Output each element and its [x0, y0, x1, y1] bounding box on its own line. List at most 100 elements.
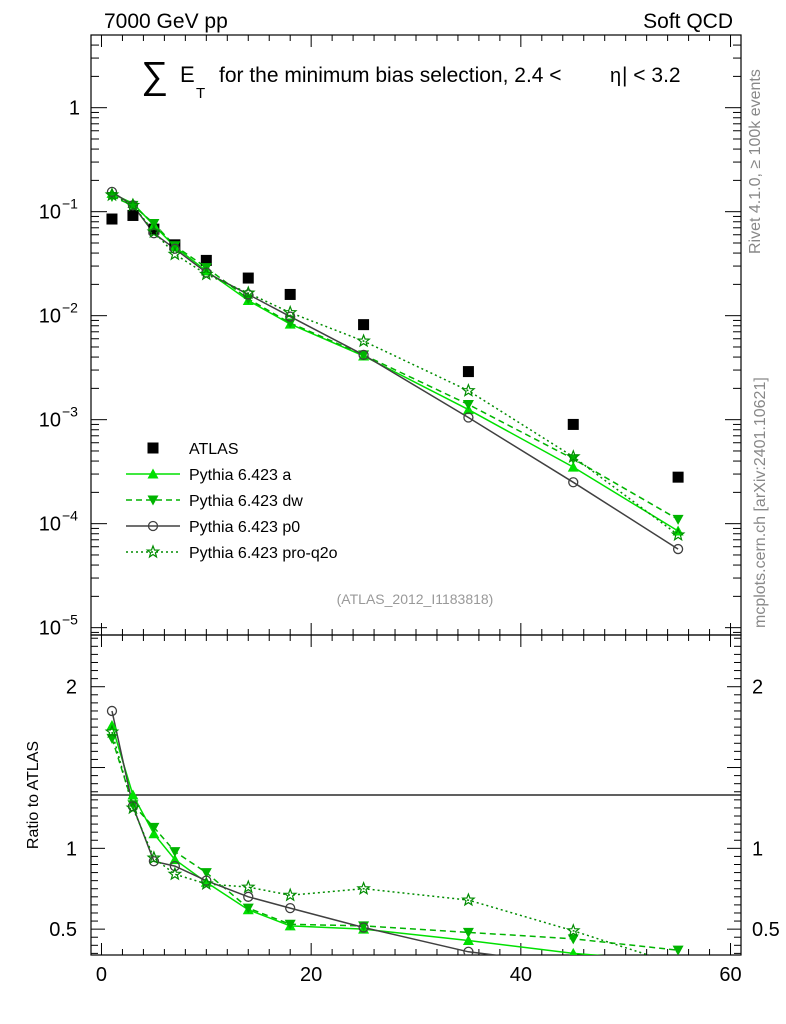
legend: ATLAS Pythia 6.423 a Pythia 6.423 dw Pythia… — [126, 441, 338, 562]
ratio-point-pythia_dw — [242, 903, 254, 914]
ratio-point-pythia_proq2o — [198, 876, 214, 891]
ratio-panel: 0.5 0.5 1 1 2 2 Ratio to ATLAS — [25, 634, 780, 982]
point-pythia_proq2o — [146, 224, 162, 239]
main-panel: 110−110−210−310−410−5 (ATLAS_2012_I11838… — [39, 34, 742, 640]
ratio-point-pythia_p0 — [285, 902, 296, 914]
ratio-point-pythia_proq2o — [282, 887, 298, 902]
point-pythia_p0 — [568, 477, 579, 488]
x-tick-label: 0 — [96, 964, 107, 986]
ratio-point-pythia_dw — [672, 945, 684, 955]
legend-marker-pythia_proq2o — [145, 544, 161, 559]
legend-marker-pythia_a — [147, 468, 159, 479]
ratio-point-pythia_p0 — [674, 973, 683, 982]
point-pythia_p0 — [148, 228, 160, 239]
point-pythia_proq2o — [198, 266, 214, 281]
point-pythia_dw — [462, 399, 474, 410]
ratio-point-pythia_proq2o — [146, 850, 162, 865]
point-pythia_dw — [672, 514, 684, 525]
legend-label-pythia_proq2o: Pythia 6.423 pro-q2o — [189, 545, 338, 562]
ratio-point-pythia_dw — [284, 919, 296, 930]
ratio-mc-curves — [111, 710, 679, 955]
point-pythia_dw — [148, 218, 160, 229]
ratio-y-tick-label: 2 — [66, 677, 77, 699]
x-tick-label: 20 — [300, 964, 322, 986]
main-y-tick-exponent: −4 — [62, 508, 78, 524]
ratio-y-axis-label: Ratio to ATLAS — [25, 741, 42, 849]
point-pythia_proq2o — [670, 527, 686, 542]
point-pythia_proq2o — [282, 304, 298, 319]
ratio-point-pythia_p0 — [201, 875, 212, 886]
main-y-tick-labels: 110−110−210−310−410−5 — [39, 98, 80, 640]
ratio-axis-ticks — [91, 635, 741, 955]
point-pythia_proq2o — [240, 285, 256, 300]
ratio-y-tick-label-right: 2 — [752, 677, 763, 699]
ratio-point-pythia_proq2o — [565, 923, 581, 937]
legend-label-pythia_a: Pythia 6.423 a — [189, 467, 291, 484]
ratio-curve-pythia_proq2o — [111, 731, 651, 955]
title-variable: E — [180, 62, 195, 87]
legend-label-data: ATLAS — [189, 441, 239, 458]
ratio-point-pythia_a — [169, 854, 181, 865]
ratio-point-pythia_proq2o — [125, 800, 141, 815]
point-data — [462, 366, 474, 378]
main-y-tick-label: 10 — [39, 514, 61, 536]
title-subscript: T — [196, 85, 205, 102]
point-pythia_proq2o — [461, 383, 476, 397]
main-y-tick-label: 10 — [39, 618, 61, 640]
ratio-point-pythia_proq2o — [240, 879, 256, 894]
ratio-point-pythia_p0 — [106, 705, 118, 717]
point-pythia_proq2o — [125, 197, 141, 212]
x-tick-label: 60 — [719, 964, 741, 986]
main-y-tick-label: 10 — [39, 306, 61, 328]
point-pythia_dw — [358, 350, 370, 361]
title-eta-symbol: η — [610, 65, 621, 87]
ratio-point-pythia_dw — [567, 934, 579, 945]
ratio-y-tick-labels: 0.5 0.5 1 1 2 2 — [49, 677, 780, 941]
title-sum-symbol: ∑ — [141, 55, 168, 97]
ratio-point-pythia_proq2o — [104, 724, 120, 739]
ratio-point-pythia_dw — [169, 847, 181, 858]
point-pythia_proq2o — [167, 246, 183, 261]
point-data — [567, 418, 579, 430]
ratio-point-pythia_a — [569, 947, 578, 955]
ratio-point-pythia_p0 — [463, 946, 474, 955]
main-y-tick-exponent: −1 — [62, 196, 78, 212]
point-data — [200, 254, 212, 266]
point-pythia_dw — [284, 318, 296, 329]
ratio-y-tick-label: 0.5 — [49, 919, 77, 941]
legend-label-pythia_dw: Pythia 6.423 dw — [189, 493, 303, 510]
point-pythia_p0 — [672, 543, 684, 555]
main-y-tick-exponent: −2 — [62, 300, 78, 316]
ratio-point-pythia_dw — [148, 822, 160, 833]
main-y-tick-exponent: −5 — [62, 612, 78, 628]
point-pythia_p0 — [243, 289, 254, 300]
point-pythia_p0 — [463, 412, 474, 423]
ratio-point-pythia_proq2o — [356, 880, 371, 895]
ratio-point-pythia_proq2o — [167, 866, 183, 881]
plot-title: ∑ E T for the minimum bias selection, 2.… — [141, 55, 681, 102]
ratio-point-pythia_a — [673, 956, 684, 966]
ratio-point-pythia_p0 — [148, 856, 160, 867]
main-markers — [104, 186, 686, 555]
point-data — [106, 213, 118, 225]
mcplots-label: mcplots.cern.ch [arXiv:2401.10621] — [752, 377, 769, 628]
point-pythia_proq2o — [104, 187, 120, 202]
energy-label: 7000 GeV pp — [104, 10, 228, 33]
point-pythia_dw — [169, 241, 181, 252]
analysis-id-label: (ATLAS_2012_I1183818) — [337, 591, 494, 607]
ratio-point-pythia_p0 — [358, 922, 369, 933]
ratio-point-pythia_p0 — [169, 860, 181, 872]
ratio-y-tick-label: 1 — [66, 838, 77, 860]
ratio-point-pythia_p0 — [569, 960, 578, 969]
main-y-tick-label: 10 — [39, 410, 61, 432]
ratio-curve-pythia_a — [111, 725, 604, 955]
point-pythia_p0 — [169, 243, 181, 254]
ratio-point-pythia_p0 — [243, 891, 254, 902]
legend-marker-pythia_dw — [147, 495, 159, 506]
point-data — [358, 319, 370, 331]
ratio-point-pythia_dw — [200, 868, 212, 879]
ratio-point-pythia_proq2o — [461, 892, 476, 907]
legend-marker-data — [147, 442, 159, 454]
title-text: for the minimum bias selection, 2.4 < — [219, 64, 562, 87]
